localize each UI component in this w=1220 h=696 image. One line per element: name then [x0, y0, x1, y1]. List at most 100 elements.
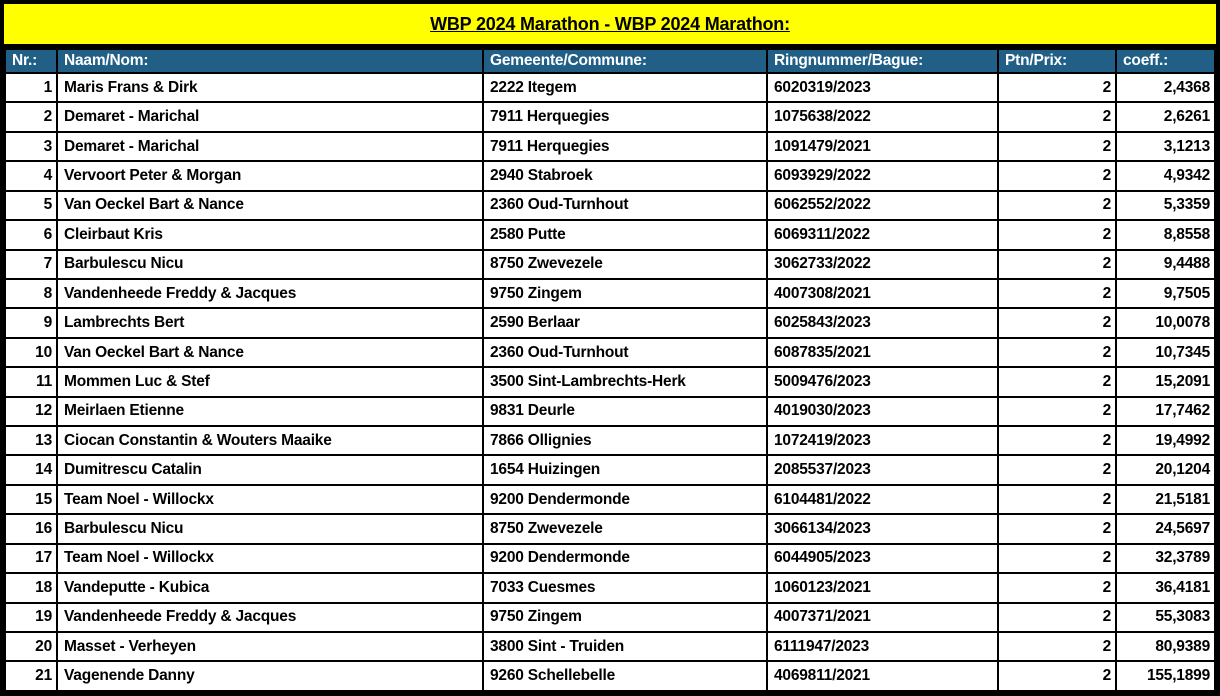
cell-points: 2: [997, 513, 1117, 545]
cell-coeff: 2,6261: [1115, 101, 1216, 133]
cell-nr: 10: [4, 336, 58, 369]
cell-points: 2: [997, 101, 1117, 133]
cell-coeff: 32,3789: [1115, 542, 1216, 575]
cell-coeff: 9,4488: [1115, 248, 1216, 280]
cell-nr: 13: [4, 425, 58, 457]
cell-nr: 7: [4, 248, 58, 280]
cell-points: 2: [997, 601, 1117, 634]
cell-ring: 1072419/2023: [766, 425, 999, 457]
cell-nr: 16: [4, 513, 58, 545]
cell-nr: 12: [4, 395, 58, 428]
cell-commune: 8750 Zwevezele: [482, 248, 768, 280]
table-row: 17 Team Noel - Willockx 9200 Dendermonde…: [4, 542, 1216, 575]
cell-name: Van Oeckel Bart & Nance: [56, 336, 484, 369]
page-title: WBP 2024 Marathon - WBP 2024 Marathon:: [430, 13, 790, 34]
cell-commune: 9750 Zingem: [482, 601, 768, 634]
cell-nr: 20: [4, 631, 58, 663]
cell-ring: 6093929/2022: [766, 160, 999, 192]
cell-coeff: 55,3083: [1115, 601, 1216, 634]
cell-coeff: 2,4368: [1115, 71, 1216, 104]
table-row: 6 Cleirbaut Kris 2580 Putte 6069311/2022…: [4, 219, 1216, 251]
column-header-commune: Gemeente/Commune:: [482, 48, 768, 74]
cell-ring: 1091479/2021: [766, 130, 999, 163]
cell-commune: 2590 Berlaar: [482, 307, 768, 339]
cell-points: 2: [997, 336, 1117, 369]
table-row: 5 Van Oeckel Bart & Nance 2360 Oud-Turnh…: [4, 189, 1216, 222]
cell-name: Vervoort Peter & Morgan: [56, 160, 484, 192]
cell-coeff: 5,3359: [1115, 189, 1216, 222]
cell-points: 2: [997, 454, 1117, 486]
cell-points: 2: [997, 130, 1117, 163]
cell-ring: 4019030/2023: [766, 395, 999, 428]
cell-ring: 6062552/2022: [766, 189, 999, 222]
column-header-points: Ptn/Prix:: [997, 48, 1117, 74]
cell-nr: 21: [4, 660, 58, 692]
cell-ring: 4007308/2021: [766, 277, 999, 310]
cell-commune: 7866 Ollignies: [482, 425, 768, 457]
table-row: 13 Ciocan Constantin & Wouters Maaike 78…: [4, 425, 1216, 457]
cell-coeff: 10,0078: [1115, 307, 1216, 339]
cell-points: 2: [997, 483, 1117, 516]
cell-nr: 15: [4, 483, 58, 516]
table-row: 12 Meirlaen Etienne 9831 Deurle 4019030/…: [4, 395, 1216, 428]
cell-points: 2: [997, 189, 1117, 222]
cell-name: Masset - Verheyen: [56, 631, 484, 663]
cell-name: Demaret - Marichal: [56, 101, 484, 133]
cell-ring: 2085537/2023: [766, 454, 999, 486]
cell-nr: 11: [4, 366, 58, 398]
cell-points: 2: [997, 425, 1117, 457]
cell-nr: 5: [4, 189, 58, 222]
cell-ring: 6025843/2023: [766, 307, 999, 339]
cell-nr: 1: [4, 71, 58, 104]
cell-commune: 2940 Stabroek: [482, 160, 768, 192]
cell-coeff: 15,2091: [1115, 366, 1216, 398]
column-header-ring: Ringnummer/Bague:: [766, 48, 999, 74]
cell-ring: 6087835/2021: [766, 336, 999, 369]
table-row: 9 Lambrechts Bert 2590 Berlaar 6025843/2…: [4, 307, 1216, 339]
table-row: 10 Van Oeckel Bart & Nance 2360 Oud-Turn…: [4, 336, 1216, 369]
cell-name: Team Noel - Willockx: [56, 542, 484, 575]
cell-name: Meirlaen Etienne: [56, 395, 484, 428]
cell-coeff: 9,7505: [1115, 277, 1216, 310]
table-row: 1 Maris Frans & Dirk 2222 Itegem 6020319…: [4, 71, 1216, 104]
cell-commune: 9831 Deurle: [482, 395, 768, 428]
cell-coeff: 4,9342: [1115, 160, 1216, 192]
cell-points: 2: [997, 366, 1117, 398]
cell-nr: 2: [4, 101, 58, 133]
cell-nr: 14: [4, 454, 58, 486]
table-row: 8 Vandenheede Freddy & Jacques 9750 Zing…: [4, 277, 1216, 310]
table-row: 15 Team Noel - Willockx 9200 Dendermonde…: [4, 483, 1216, 516]
cell-nr: 17: [4, 542, 58, 575]
cell-commune: 9750 Zingem: [482, 277, 768, 310]
table-row: 20 Masset - Verheyen 3800 Sint - Truiden…: [4, 631, 1216, 663]
cell-ring: 5009476/2023: [766, 366, 999, 398]
cell-ring: 4069811/2021: [766, 660, 999, 692]
cell-ring: 6044905/2023: [766, 542, 999, 575]
cell-commune: 9200 Dendermonde: [482, 483, 768, 516]
cell-nr: 3: [4, 130, 58, 163]
table-row: 14 Dumitrescu Catalin 1654 Huizingen 208…: [4, 454, 1216, 486]
table-row: 21 Vagenende Danny 9260 Schellebelle 406…: [4, 660, 1216, 692]
cell-name: Lambrechts Bert: [56, 307, 484, 339]
cell-name: Demaret - Marichal: [56, 130, 484, 163]
cell-ring: 4007371/2021: [766, 601, 999, 634]
cell-coeff: 8,8558: [1115, 219, 1216, 251]
cell-points: 2: [997, 395, 1117, 428]
cell-ring: 6104481/2022: [766, 483, 999, 516]
cell-coeff: 21,5181: [1115, 483, 1216, 516]
cell-ring: 3062733/2022: [766, 248, 999, 280]
cell-nr: 19: [4, 601, 58, 634]
cell-coeff: 19,4992: [1115, 425, 1216, 457]
cell-points: 2: [997, 542, 1117, 575]
cell-name: Maris Frans & Dirk: [56, 71, 484, 104]
cell-coeff: 36,4181: [1115, 572, 1216, 604]
cell-points: 2: [997, 248, 1117, 280]
cell-name: Vandenheede Freddy & Jacques: [56, 277, 484, 310]
cell-commune: 2580 Putte: [482, 219, 768, 251]
column-header-nr: Nr.:: [4, 48, 58, 74]
cell-name: Ciocan Constantin & Wouters Maaike: [56, 425, 484, 457]
table-row: 7 Barbulescu Nicu 8750 Zwevezele 3062733…: [4, 248, 1216, 280]
cell-name: Van Oeckel Bart & Nance: [56, 189, 484, 222]
cell-commune: 7911 Herquegies: [482, 130, 768, 163]
cell-name: Barbulescu Nicu: [56, 248, 484, 280]
